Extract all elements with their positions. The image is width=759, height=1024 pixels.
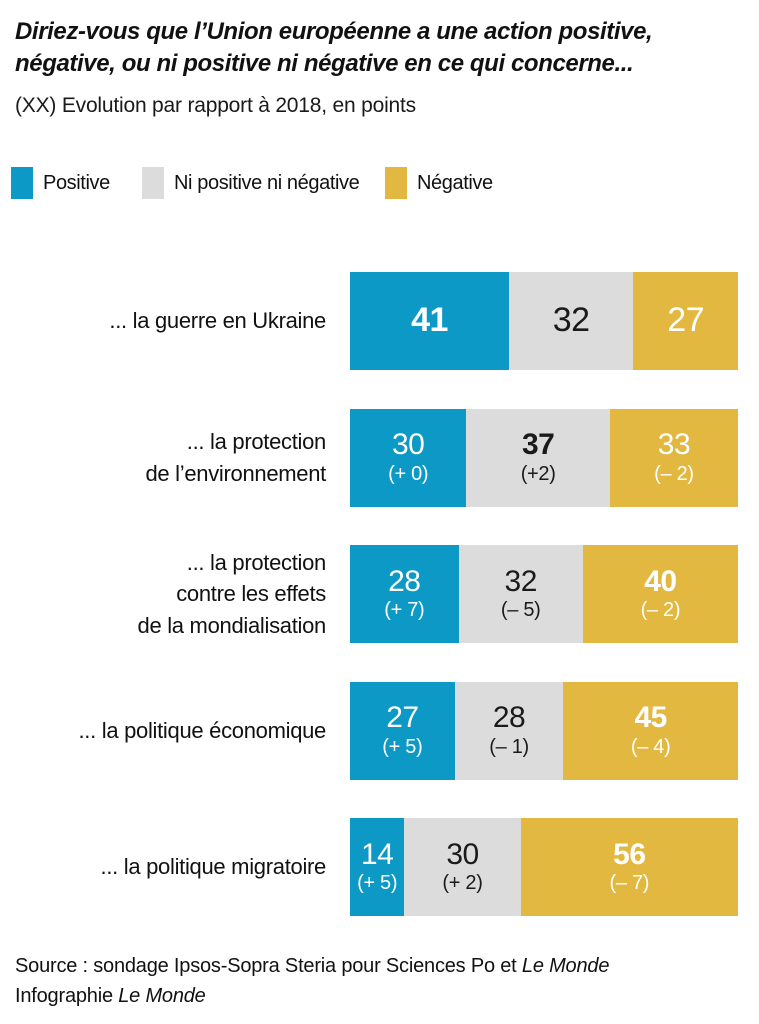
- row-label-text: ... la politique migratoire: [100, 854, 327, 880]
- row-label-text: ... la protection de l’environnement: [145, 429, 327, 486]
- bar-value: 56: [613, 837, 646, 871]
- bar-segment-neutral: 32: [509, 272, 634, 370]
- source-line: Source : sondage Ipsos-Sopra Steria pour…: [15, 951, 735, 981]
- bar-value: 27: [386, 701, 419, 735]
- legend-swatch-positive-icon: [11, 167, 33, 199]
- infographie-publication: Le Monde: [118, 985, 206, 1007]
- legend-item-neutral: Ni positive ni négative: [142, 166, 360, 200]
- source-publication: Le Monde: [521, 955, 610, 977]
- bar-value: 41: [411, 301, 448, 340]
- source-note: Source : sondage Ipsos-Sopra Steria pour…: [15, 951, 735, 1011]
- chart-row: ... la protection de l’environnement 30 (+…: [0, 408, 759, 507]
- bar-value: 32: [504, 564, 538, 598]
- chart-row: ... la politique économique 27 (+ 5) 28 (– …: [0, 681, 759, 780]
- row-label: ... la protection contre les effets de la …: [0, 545, 327, 643]
- bar-segment-negative: 33 (– 2): [609, 408, 738, 507]
- bar-value: 28: [492, 701, 526, 735]
- bar-value: 37: [521, 428, 555, 462]
- bar-value: 27: [667, 301, 705, 340]
- chart-legend: Positive Ni positive ni négative Négativ…: [0, 166, 759, 200]
- infographie-prefix: Infographie: [15, 985, 119, 1007]
- row-bars: 41 32 27: [350, 272, 738, 370]
- row-bars: 28 (+ 7) 32 (– 5) 40 (– 2): [350, 545, 738, 643]
- bar-segment-negative: 56 (– 7): [520, 818, 738, 916]
- row-label: ... la protection de l’environnement: [0, 409, 327, 507]
- chart-row: ... la protection contre les effets de la …: [0, 545, 759, 643]
- bar-value: 33: [657, 428, 691, 462]
- bar-value: 45: [634, 701, 667, 735]
- row-label-text: ... la guerre en Ukraine: [109, 308, 326, 334]
- row-label: ... la guerre en Ukraine: [0, 272, 326, 370]
- bar-delta: (– 7): [609, 872, 650, 895]
- bar-delta: (– 1): [489, 735, 529, 758]
- bar-delta: (– 4): [630, 735, 671, 758]
- legend-item-negative: Négative: [385, 166, 493, 200]
- legend-swatch-negative-icon: [385, 167, 407, 199]
- chart-title: Diriez-vous que l’Union européenne a une…: [15, 16, 747, 79]
- row-label: ... la politique migratoire: [0, 818, 327, 916]
- chart-row: ... la guerre en Ukraine 41 32 27: [0, 272, 759, 370]
- row-label-text: ... la protection contre les effets de la …: [137, 550, 327, 638]
- bar-segment-neutral: 37 (+2): [466, 408, 610, 507]
- bar-delta: (+ 2): [442, 872, 483, 895]
- bar-segment-positive: 14 (+ 5): [350, 818, 405, 916]
- infographie-line: Infographie Le Monde: [15, 981, 735, 1011]
- bar-delta: (+ 5): [382, 735, 423, 758]
- legend-label-positive: Positive: [43, 171, 110, 194]
- row-bars: 27 (+ 5) 28 (– 1) 45 (– 4): [350, 681, 738, 780]
- legend-item-positive: Positive: [11, 166, 110, 200]
- bar-value: 32: [552, 301, 590, 340]
- bar-value: 30: [392, 428, 425, 462]
- bar-segment-positive: 28 (+ 7): [350, 545, 459, 643]
- row-bars: 30 (+ 0) 37 (+2) 33 (– 2): [350, 408, 738, 507]
- legend-label-negative: Négative: [417, 171, 493, 194]
- bar-segment-negative: 27: [633, 272, 738, 370]
- bar-segment-positive: 41: [350, 272, 510, 370]
- bar-segment-negative: 40 (– 2): [582, 545, 738, 643]
- bar-segment-neutral: 28 (– 1): [454, 681, 564, 780]
- bar-delta: (– 5): [500, 599, 541, 622]
- chart-title-line2: négative, ou ni positive ni négative en …: [15, 49, 634, 77]
- bar-segment-positive: 27 (+ 5): [350, 681, 455, 780]
- bar-delta: (+ 0): [388, 462, 429, 485]
- bar-value: 28: [388, 564, 421, 598]
- legend-swatch-neutral-icon: [142, 167, 164, 199]
- bar-value: 30: [446, 837, 479, 871]
- row-bars: 14 (+ 5) 30 (+ 2) 56 (– 7): [350, 818, 738, 916]
- bar-segment-negative: 45 (– 4): [563, 681, 738, 780]
- bar-value: 40: [644, 564, 677, 598]
- bar-delta: (+ 5): [357, 872, 398, 895]
- chart-row: ... la politique migratoire 14 (+ 5) 30 (+ …: [0, 818, 759, 916]
- bar-segment-neutral: 32 (– 5): [458, 545, 583, 643]
- bar-segment-neutral: 30 (+ 2): [404, 818, 521, 916]
- source-prefix: Source : sondage Ipsos-Sopra Steria pour…: [15, 955, 522, 977]
- bar-delta: (+ 7): [384, 599, 425, 622]
- row-label-text: ... la politique économique: [78, 717, 326, 743]
- legend-label-neutral: Ni positive ni négative: [174, 171, 360, 194]
- row-label: ... la politique économique: [0, 682, 326, 780]
- bar-delta: (+2): [520, 462, 556, 485]
- bar-delta: (– 2): [640, 599, 681, 622]
- bar-segment-positive: 30 (+ 0): [350, 408, 467, 507]
- chart-title-line1: Diriez-vous que l’Union européenne a une…: [15, 18, 653, 45]
- bar-delta: (– 2): [654, 462, 694, 485]
- bar-value: 14: [360, 837, 394, 871]
- chart-subtitle: (XX) Evolution par rapport à 2018, en po…: [15, 94, 416, 117]
